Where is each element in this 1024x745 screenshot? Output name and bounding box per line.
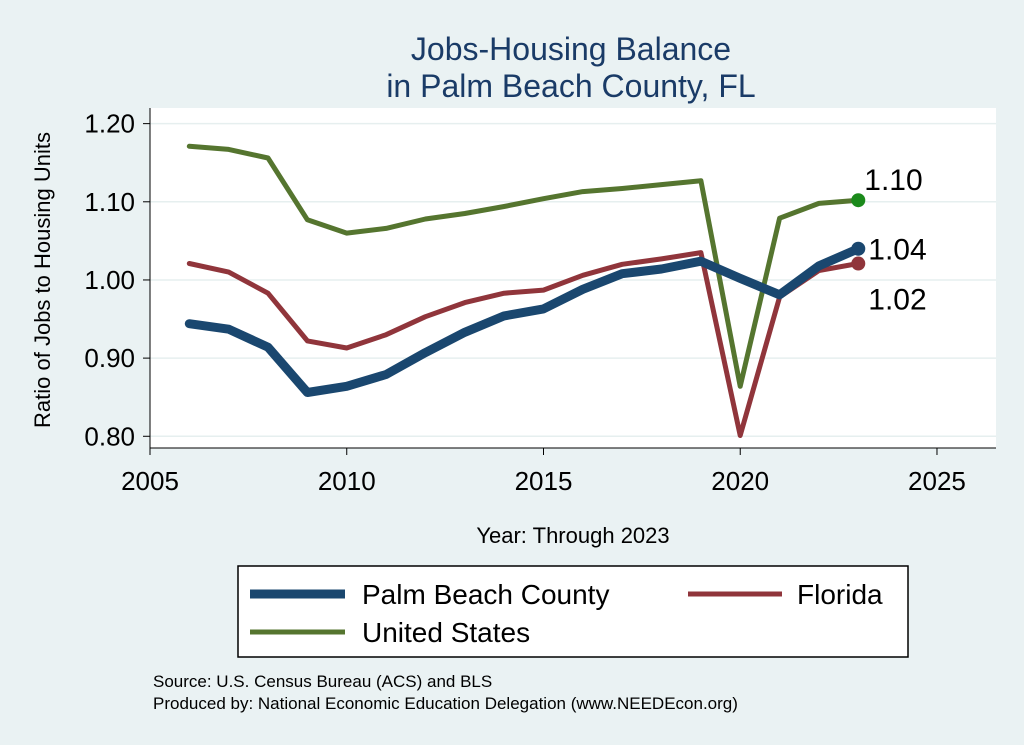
legend-label-united-states: United States bbox=[362, 617, 530, 648]
y-tick-label: 1.20 bbox=[84, 109, 135, 139]
y-tick-label: 1.00 bbox=[84, 265, 135, 295]
legend-box bbox=[237, 565, 909, 658]
y-tick-label: 1.10 bbox=[84, 187, 135, 217]
end-marker-florida bbox=[851, 256, 866, 271]
end-label-palm-beach-county: 1.04 bbox=[868, 234, 926, 267]
x-tick-label: 2005 bbox=[121, 466, 179, 496]
chart-title-line-2: in Palm Beach County, FL bbox=[386, 68, 755, 104]
x-tick-label: 2025 bbox=[908, 466, 966, 496]
chart-title-line-1: Jobs-Housing Balance bbox=[411, 31, 731, 67]
end-marker-palm-beach-county bbox=[851, 241, 866, 256]
producer-note: Produced by: National Economic Education… bbox=[153, 694, 738, 713]
legend: Palm Beach County Florida United States bbox=[237, 565, 909, 658]
y-tick-label: 0.80 bbox=[84, 421, 135, 451]
series-lines bbox=[184, 143, 863, 438]
axes: 0.80 0.90 1.00 1.10 1.20 2005 2010 2015 2020 2025 bbox=[84, 108, 996, 496]
end-label-united-states: 1.10 bbox=[864, 164, 922, 197]
legend-label-palm-beach-county: Palm Beach County bbox=[362, 579, 609, 610]
source-note: Source: U.S. Census Bureau (ACS) and BLS bbox=[153, 672, 492, 691]
x-tick-label: 2020 bbox=[711, 466, 769, 496]
end-marker-united-states bbox=[851, 193, 866, 208]
series-line-united-states bbox=[186, 143, 861, 389]
y-axis-title: Ratio of Jobs to Housing Units bbox=[30, 132, 55, 428]
series-line-palm-beach-county bbox=[184, 244, 863, 397]
x-tick-label: 2015 bbox=[515, 466, 573, 496]
end-labels: 1.04 1.02 1.10 bbox=[864, 164, 926, 316]
series-line-florida bbox=[186, 250, 861, 438]
end-markers bbox=[851, 193, 866, 271]
x-axis-title: Year: Through 2023 bbox=[476, 523, 669, 548]
y-tick-label: 0.90 bbox=[84, 343, 135, 373]
legend-label-florida: Florida bbox=[797, 579, 883, 610]
end-label-florida: 1.02 bbox=[868, 284, 926, 317]
x-tick-label: 2010 bbox=[318, 466, 376, 496]
